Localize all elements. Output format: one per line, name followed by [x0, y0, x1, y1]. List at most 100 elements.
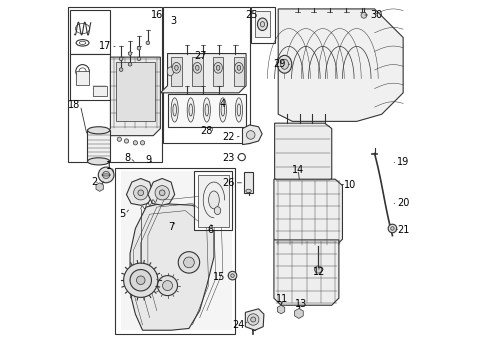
- Circle shape: [133, 186, 148, 200]
- Text: 5: 5: [119, 209, 125, 219]
- Ellipse shape: [221, 104, 224, 116]
- Polygon shape: [192, 57, 202, 86]
- Ellipse shape: [214, 207, 220, 215]
- Ellipse shape: [76, 40, 89, 46]
- Polygon shape: [148, 178, 174, 205]
- Text: 20: 20: [396, 198, 409, 208]
- Circle shape: [117, 137, 121, 141]
- Polygon shape: [194, 171, 231, 230]
- Circle shape: [128, 52, 132, 55]
- Polygon shape: [233, 57, 244, 86]
- Text: 9: 9: [145, 155, 151, 165]
- Ellipse shape: [213, 62, 222, 73]
- Circle shape: [128, 62, 132, 66]
- Circle shape: [119, 57, 122, 61]
- Circle shape: [140, 141, 144, 145]
- Circle shape: [155, 186, 169, 200]
- Circle shape: [178, 252, 199, 273]
- Circle shape: [123, 263, 158, 297]
- Polygon shape: [197, 175, 228, 227]
- Circle shape: [146, 41, 150, 45]
- Polygon shape: [70, 54, 110, 100]
- Polygon shape: [255, 11, 270, 37]
- Text: 19: 19: [396, 157, 409, 167]
- Circle shape: [157, 276, 177, 296]
- Text: 28: 28: [200, 126, 212, 136]
- Circle shape: [119, 68, 122, 71]
- Circle shape: [247, 314, 258, 325]
- Ellipse shape: [171, 98, 178, 122]
- Polygon shape: [116, 62, 155, 121]
- Circle shape: [98, 167, 114, 183]
- Circle shape: [130, 270, 151, 291]
- Text: 29: 29: [273, 59, 286, 69]
- Text: 1: 1: [106, 161, 112, 171]
- Polygon shape: [171, 57, 182, 86]
- Polygon shape: [103, 57, 160, 136]
- Ellipse shape: [88, 158, 109, 165]
- Text: 26: 26: [222, 178, 234, 188]
- Text: 7: 7: [168, 222, 174, 232]
- Circle shape: [102, 171, 109, 178]
- Ellipse shape: [257, 18, 267, 31]
- Text: 10: 10: [343, 180, 355, 190]
- Polygon shape: [87, 130, 110, 161]
- Circle shape: [133, 141, 137, 145]
- Polygon shape: [126, 178, 153, 205]
- Circle shape: [162, 281, 172, 291]
- Ellipse shape: [189, 104, 192, 116]
- Polygon shape: [130, 203, 213, 330]
- Polygon shape: [273, 179, 342, 246]
- Circle shape: [228, 271, 236, 280]
- Polygon shape: [115, 168, 235, 334]
- Ellipse shape: [79, 68, 86, 75]
- Polygon shape: [251, 7, 274, 43]
- Text: 24: 24: [232, 320, 244, 330]
- Text: 16: 16: [151, 10, 163, 20]
- Polygon shape: [245, 309, 263, 330]
- Ellipse shape: [219, 98, 226, 122]
- Circle shape: [387, 224, 396, 233]
- Polygon shape: [76, 71, 89, 85]
- Polygon shape: [70, 10, 110, 54]
- Circle shape: [137, 190, 143, 196]
- Ellipse shape: [234, 62, 242, 73]
- Ellipse shape: [174, 65, 178, 70]
- Text: 30: 30: [370, 10, 382, 20]
- Text: 18: 18: [68, 100, 80, 110]
- Ellipse shape: [216, 65, 219, 70]
- Text: 23: 23: [222, 153, 234, 163]
- Text: 12: 12: [312, 267, 324, 277]
- Circle shape: [137, 57, 140, 61]
- Polygon shape: [212, 57, 223, 86]
- Circle shape: [230, 274, 234, 277]
- Ellipse shape: [76, 65, 89, 78]
- Text: 22: 22: [222, 132, 234, 142]
- Polygon shape: [242, 125, 261, 145]
- Text: 4: 4: [219, 99, 226, 109]
- Circle shape: [250, 317, 255, 322]
- Ellipse shape: [237, 65, 240, 70]
- Text: 21: 21: [396, 225, 409, 235]
- Ellipse shape: [260, 21, 264, 27]
- Ellipse shape: [167, 67, 173, 76]
- Ellipse shape: [76, 24, 90, 34]
- Polygon shape: [273, 240, 338, 305]
- Text: 17: 17: [99, 41, 111, 51]
- Circle shape: [124, 139, 128, 143]
- Polygon shape: [167, 94, 245, 127]
- Text: 13: 13: [294, 299, 306, 309]
- Polygon shape: [92, 86, 106, 96]
- Ellipse shape: [245, 189, 251, 193]
- Text: 2: 2: [91, 177, 97, 187]
- Circle shape: [314, 266, 321, 273]
- Text: 15: 15: [213, 272, 225, 282]
- Circle shape: [183, 257, 194, 268]
- Ellipse shape: [195, 65, 198, 70]
- Ellipse shape: [203, 98, 210, 122]
- Ellipse shape: [237, 104, 240, 116]
- Polygon shape: [121, 171, 231, 330]
- Ellipse shape: [172, 104, 176, 116]
- Ellipse shape: [205, 104, 208, 116]
- Text: 3: 3: [169, 16, 176, 26]
